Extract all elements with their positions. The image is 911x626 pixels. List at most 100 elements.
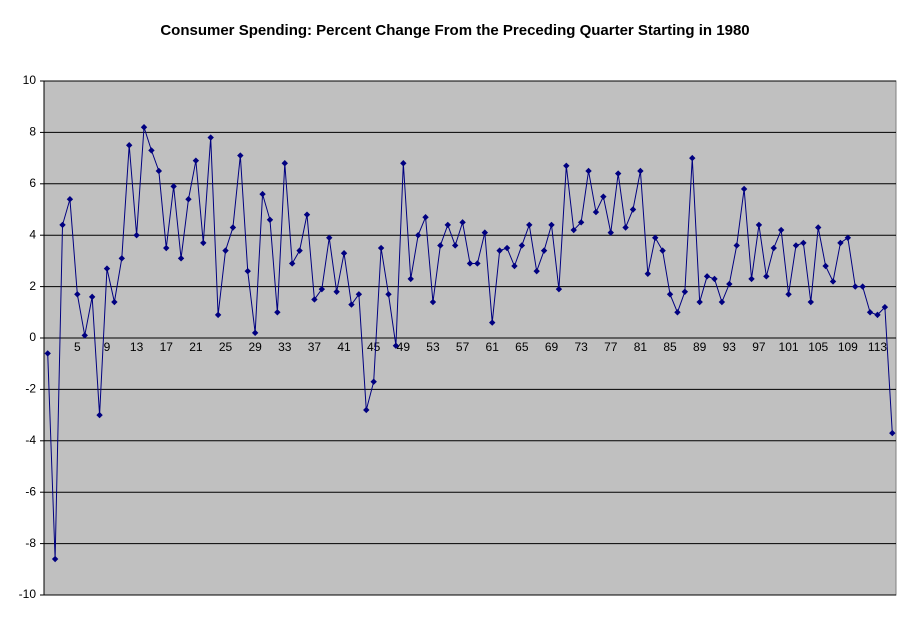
point-marker	[644, 270, 652, 277]
y-tick-label: 2	[29, 279, 36, 293]
point-marker	[237, 152, 244, 159]
point-marker	[59, 221, 66, 229]
point-marker	[718, 298, 726, 306]
point-marker	[185, 196, 192, 203]
point-marker	[96, 411, 103, 419]
point-marker	[600, 193, 607, 200]
point-marker	[770, 244, 777, 252]
point-marker	[148, 147, 155, 154]
point-marker	[103, 265, 111, 272]
point-marker	[177, 255, 185, 262]
point-marker	[244, 267, 251, 275]
point-marker	[652, 234, 659, 241]
x-tick-label: 61	[486, 340, 500, 354]
point-marker	[763, 273, 770, 280]
y-tick-label: -8	[25, 536, 36, 550]
x-tick-label: 105	[808, 340, 828, 354]
x-tick-label: 33	[278, 340, 292, 354]
point-marker	[422, 214, 429, 221]
point-marker	[629, 206, 637, 213]
point-marker	[622, 224, 629, 231]
point-marker	[66, 196, 74, 203]
point-marker	[674, 309, 681, 316]
point-marker	[200, 239, 207, 247]
point-marker	[681, 288, 689, 295]
point-marker	[466, 260, 474, 267]
y-tick-label: 10	[23, 73, 37, 87]
point-marker	[326, 234, 333, 241]
point-marker	[637, 167, 644, 175]
point-marker	[614, 170, 622, 177]
point-marker	[429, 298, 437, 306]
x-tick-label: 13	[130, 340, 144, 354]
point-marker	[363, 406, 370, 414]
point-marker	[51, 555, 59, 563]
point-marker	[837, 239, 844, 247]
point-marker	[533, 267, 540, 275]
point-marker	[777, 226, 785, 234]
y-tick-label: -10	[19, 587, 37, 601]
x-tick-label: 45	[367, 340, 381, 354]
point-marker	[118, 255, 125, 262]
y-tick-label: 0	[29, 330, 36, 344]
point-marker	[733, 242, 740, 249]
point-marker	[696, 298, 703, 306]
point-marker	[281, 160, 288, 167]
point-marker	[666, 291, 674, 298]
point-marker	[489, 319, 496, 326]
point-marker	[570, 226, 577, 234]
x-tick-label: 109	[838, 340, 858, 354]
point-marker	[303, 211, 311, 218]
point-marker	[163, 244, 170, 252]
point-marker	[822, 262, 829, 270]
x-tick-label: 37	[308, 340, 322, 354]
point-marker	[540, 247, 548, 254]
point-marker	[563, 162, 570, 170]
point-marker	[689, 154, 696, 162]
point-marker	[296, 247, 303, 254]
x-tick-label: 57	[456, 340, 470, 354]
point-marker	[222, 247, 229, 254]
point-marker	[592, 208, 600, 216]
point-marker	[385, 291, 392, 298]
x-tick-label: 113	[868, 340, 887, 354]
y-tick-label: 6	[29, 176, 36, 190]
point-marker	[800, 239, 807, 247]
point-marker	[214, 311, 222, 319]
point-marker	[755, 221, 763, 229]
point-marker	[852, 283, 859, 290]
point-marker	[844, 234, 852, 241]
point-marker	[333, 288, 340, 295]
point-marker	[511, 262, 518, 270]
x-tick-label: 41	[337, 340, 351, 354]
y-tick-label: -2	[25, 382, 36, 396]
point-marker	[703, 273, 711, 280]
y-tick-label: 4	[29, 227, 36, 241]
point-marker	[481, 229, 489, 236]
point-marker	[400, 160, 407, 167]
point-marker	[496, 247, 503, 254]
point-marker	[585, 167, 592, 175]
point-marker	[444, 221, 451, 229]
chart-title: Consumer Spending: Percent Change From t…	[160, 22, 749, 39]
x-tick-label: 53	[426, 340, 440, 354]
point-marker	[889, 429, 896, 437]
point-marker	[437, 242, 444, 249]
x-tick-label: 21	[189, 340, 203, 354]
point-marker	[726, 280, 733, 288]
x-tick-label: 65	[515, 340, 529, 354]
point-marker	[451, 242, 459, 249]
point-marker	[407, 275, 414, 283]
point-marker	[866, 309, 874, 316]
point-marker	[577, 219, 585, 226]
point-marker	[311, 296, 318, 303]
point-marker	[111, 298, 118, 306]
point-marker	[874, 311, 881, 319]
point-marker	[348, 301, 355, 308]
point-marker	[807, 298, 814, 306]
point-marker	[192, 157, 200, 164]
x-tick-label: 101	[779, 340, 799, 354]
point-marker	[607, 229, 614, 236]
point-marker	[548, 221, 555, 229]
